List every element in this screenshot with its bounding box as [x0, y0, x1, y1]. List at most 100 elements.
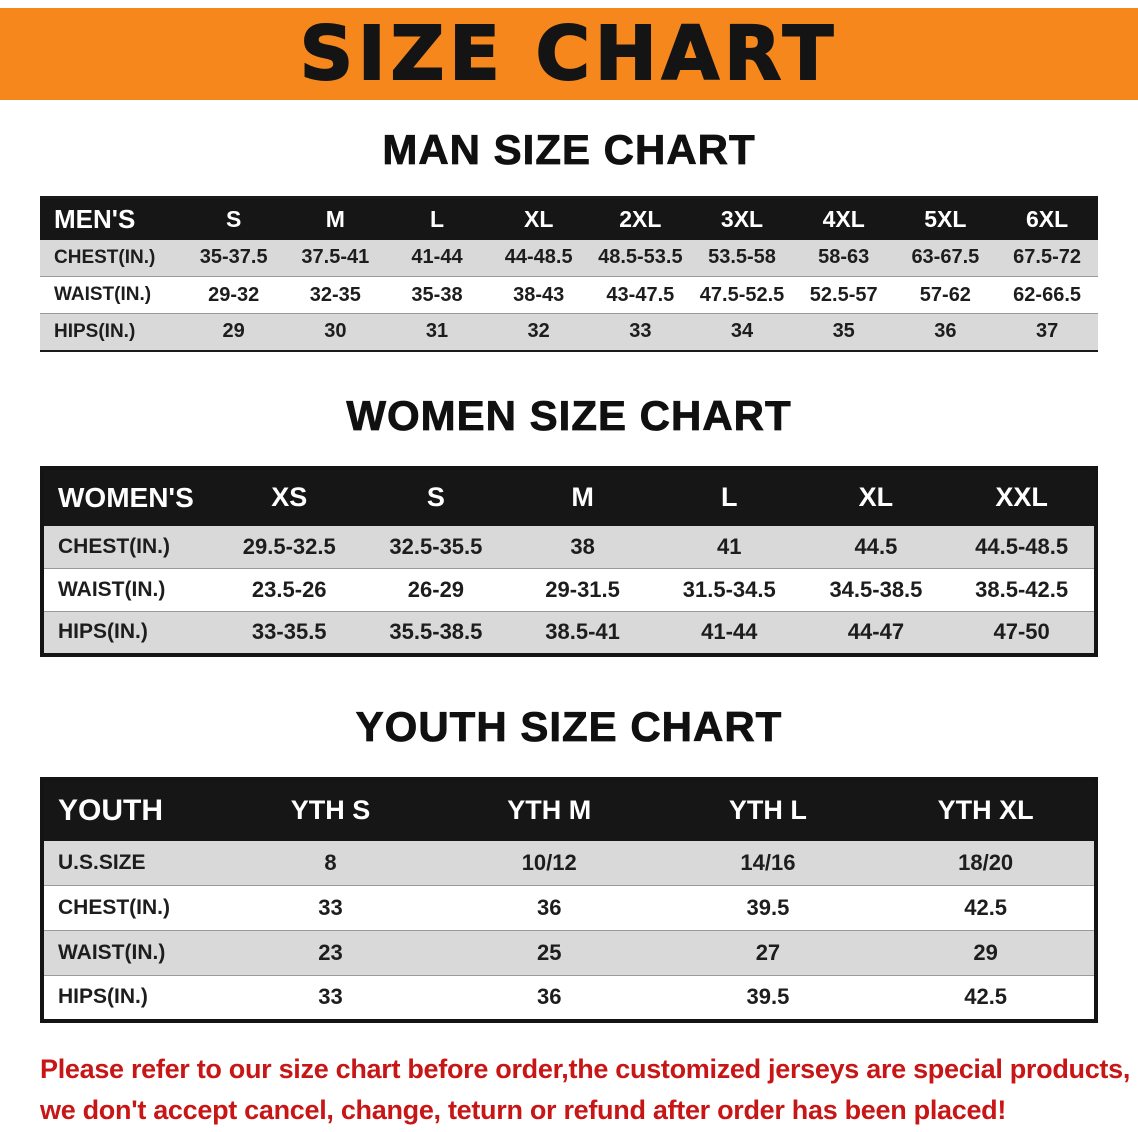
size-value-cell: 29-31.5: [545, 577, 620, 602]
mens-table-body: CHEST(IN.) 35-37.5 37.5-41 41-44 44-48.5 48.5…: [40, 239, 1098, 351]
banner-title: SIZE CHART: [299, 10, 839, 98]
youth-size-chart-heading: YOUTH SIZE CHART: [355, 702, 783, 750]
measurement-row-label: WAIST(IN.): [54, 284, 152, 305]
size-chart-banner: SIZE CHART: [0, 8, 1138, 100]
women-size-chart-section: WOMEN SIZE CHART WOMEN'S XS S M L XL XXL CHEST…: [0, 391, 1138, 657]
size-column-header: XXL: [995, 482, 1048, 512]
measurement-row-label: CHEST(IN.): [58, 534, 170, 558]
measurement-row-label: WAIST(IN.): [58, 941, 166, 964]
size-column-header: 5XL: [924, 205, 967, 232]
size-value-cell: 8: [324, 849, 337, 875]
size-value-cell: 42.5: [964, 895, 1008, 920]
measurement-row-label: U.S.SIZE: [58, 850, 146, 874]
size-value-cell: 62-66.5: [1013, 283, 1082, 306]
size-value-cell: 44.5: [854, 533, 898, 559]
measurement-row-label: HIPS(IN.): [58, 985, 148, 1009]
measurement-row: U.S.SIZE 8 10/12 14/16 18/20: [42, 840, 1096, 886]
youth-size-chart-section: YOUTH SIZE CHART YOUTH YTH S YTH M YTH L YTH…: [0, 702, 1138, 1023]
size-value-cell: 38.5-42.5: [975, 577, 1069, 602]
womens-size-table: WOMEN'S XS S M L XL XXL CHEST(IN.) 29.5-32.5 32.…: [40, 465, 1098, 657]
size-value-cell: 43-47.5: [606, 283, 675, 306]
size-column-header: XS: [271, 482, 308, 512]
size-value-cell: 48.5-53.5: [598, 246, 683, 269]
size-value-cell: 35: [832, 320, 855, 343]
measurement-row-label: CHEST(IN.): [58, 896, 170, 919]
size-value-cell: 44-48.5: [504, 246, 573, 269]
measurement-row: WAIST(IN.) 23.5-26 26-29 29-31.5 31.5-34.5 34…: [42, 568, 1096, 612]
size-value-cell: 67.5-72: [1013, 246, 1082, 269]
size-value-cell: 33: [318, 984, 343, 1010]
size-value-cell: 26-29: [407, 577, 465, 602]
man-size-chart-heading: MAN SIZE CHART: [382, 126, 756, 174]
womens-table-body: CHEST(IN.) 29.5-32.5 32.5-35.5 38 41 44.5 44.5…: [42, 525, 1096, 655]
size-value-cell: 38.5-41: [545, 619, 620, 645]
womens-header-row: WOMEN'S XS S M L XL XXL: [42, 467, 1096, 526]
size-value-cell: 36: [934, 320, 957, 343]
women-size-chart-heading: WOMEN SIZE CHART: [346, 391, 792, 439]
size-column-header: L: [721, 482, 738, 512]
size-value-cell: 29-32: [208, 283, 260, 306]
measurement-row-label: HIPS(IN.): [54, 320, 136, 342]
size-value-cell: 35-37.5: [199, 246, 268, 269]
size-value-cell: 31: [425, 320, 449, 343]
disclaimer-line-2: we don't accept cancel, change, teturn o…: [40, 1095, 1007, 1126]
size-column-header: S: [225, 205, 242, 232]
size-column-header: YTH L: [728, 795, 807, 825]
size-value-cell: 32.5-35.5: [389, 533, 483, 559]
size-value-cell: 23.5-26: [251, 577, 327, 602]
measurement-row: WAIST(IN.) 29-32 32-35 35-38 38-43 43-47.5 47.…: [40, 276, 1098, 314]
size-value-cell: 27: [755, 940, 781, 965]
size-value-cell: 32: [527, 320, 550, 343]
size-value-cell: 29: [222, 320, 245, 343]
order-disclaimer: Please refer to our size chart before or…: [40, 1049, 1138, 1132]
measurement-row: WAIST(IN.) 23 25 27 29: [42, 930, 1096, 976]
size-value-cell: 14/16: [740, 849, 796, 875]
size-column-header: 2XL: [619, 205, 662, 232]
size-column-header: M: [325, 205, 345, 232]
size-value-cell: 23: [318, 940, 343, 965]
size-column-header: 3XL: [720, 205, 764, 232]
size-column-header: 6XL: [1026, 205, 1069, 232]
size-value-cell: 41: [717, 533, 742, 559]
size-value-cell: 31.5-34.5: [682, 577, 776, 602]
size-value-cell: 42.5: [964, 984, 1008, 1010]
mens-header-row: MEN'S S M L XL 2XL 3XL 4XL 5XL 6XL: [40, 197, 1098, 240]
size-value-cell: 38: [570, 533, 595, 559]
size-value-cell: 63-67.5: [911, 246, 980, 269]
size-value-cell: 33-35.5: [251, 619, 327, 645]
measurement-row: HIPS(IN.) 33 36 39.5 42.5: [42, 975, 1096, 1021]
size-column-header: L: [429, 205, 445, 232]
size-value-cell: 10/12: [521, 849, 577, 875]
size-value-cell: 44-47: [847, 619, 905, 645]
size-value-cell: 47.5-52.5: [699, 283, 785, 306]
size-column-header: YTH XL: [937, 795, 1034, 825]
size-column-header: XL: [523, 205, 554, 232]
size-value-cell: 58-63: [818, 246, 870, 269]
size-value-cell: 33: [629, 320, 652, 343]
size-value-cell: 29.5-32.5: [242, 533, 336, 559]
measurement-row-label: WAIST(IN.): [58, 578, 166, 601]
table-corner-label: MEN'S: [54, 203, 136, 234]
size-column-header: S: [426, 482, 445, 512]
size-value-cell: 52.5-57: [809, 283, 878, 306]
size-value-cell: 32-35: [309, 283, 361, 306]
size-column-header: M: [571, 482, 594, 512]
measurement-row-label: HIPS(IN.): [58, 620, 148, 644]
youth-size-table: YOUTH YTH S YTH M YTH L YTH XL U.S.SIZE 8 10/1…: [40, 776, 1098, 1023]
size-column-header: YTH M: [507, 795, 592, 825]
measurement-row: CHEST(IN.) 35-37.5 37.5-41 41-44 44-48.5 48.5…: [40, 239, 1098, 277]
size-value-cell: 39.5: [746, 984, 790, 1010]
size-value-cell: 53.5-58: [708, 246, 776, 269]
size-value-cell: 36: [536, 984, 562, 1010]
size-value-cell: 30: [324, 320, 347, 343]
measurement-row: CHEST(IN.) 29.5-32.5 32.5-35.5 38 41 44.5 44.5…: [42, 525, 1096, 569]
size-column-header: YTH S: [290, 795, 371, 825]
size-value-cell: 37.5-41: [301, 246, 370, 269]
measurement-row: HIPS(IN.) 29 30 31 32 33 34 35 36 37: [40, 313, 1098, 351]
youth-header-row: YOUTH YTH S YTH M YTH L YTH XL: [42, 778, 1096, 841]
youth-table-body: U.S.SIZE 8 10/12 14/16 18/20 CHEST(IN.) 33 36 39…: [42, 840, 1096, 1021]
table-corner-label: YOUTH: [58, 793, 163, 827]
mens-size-table: MEN'S S M L XL 2XL 3XL 4XL 5XL 6XL CHEST(IN.) 35-3…: [40, 196, 1098, 352]
size-column-header: XL: [858, 482, 894, 512]
